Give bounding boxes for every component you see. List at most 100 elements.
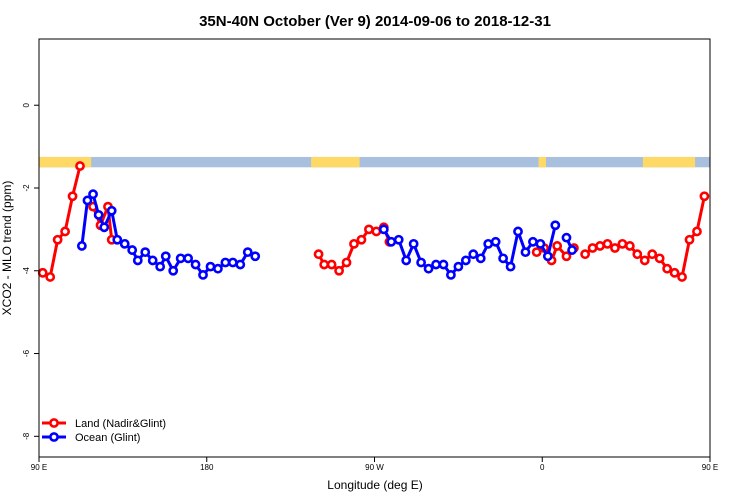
series-ocean-point [119,238,130,249]
axes: 90 E 180 90 W 0 90 E 0 -2 -4 -6 -8 [22,102,718,472]
series-land-point [602,238,613,249]
series-land-point [364,224,374,235]
x-tick-label: 90 E [702,463,718,472]
series-ocean-point [190,259,201,270]
series-ocean-point [227,257,238,268]
series-land-point [699,191,710,202]
series-ocean-point [213,263,223,274]
series-land-point [617,238,628,249]
series-land-point [595,241,605,251]
series-ocean-point [220,257,231,268]
series-ocean-point [99,222,110,233]
series-ocean-point [250,251,261,262]
series-ocean-point [76,241,87,251]
series-ocean-point [483,238,494,249]
series-ocean-point [423,263,434,274]
series-land-point [531,247,542,258]
series-ocean-point [198,270,208,280]
y-tick-label: -6 [22,349,31,357]
series-land-line [41,165,82,279]
series-land-point [326,259,337,270]
series-land-point [692,226,702,237]
series-land-point [37,267,48,278]
series-ocean-point [88,189,98,200]
legend-swatch-marker [49,418,59,428]
series-land-point [552,241,563,251]
data-series [37,161,710,282]
chart-title: 35N-40N October (Ver 9) 2014-09-06 to 20… [199,13,551,30]
series-ocean-point [498,253,509,264]
series-ocean-point [475,253,486,264]
strip-ocean [39,156,710,168]
series-ocean-point [183,253,194,264]
series-land-point [45,272,56,282]
series-ocean-point [242,247,253,258]
y-tick-label: -4 [22,267,31,275]
y-axis-label: XCO2 - MLO trend (ppm) [0,181,14,316]
series-ocean-point [513,226,523,237]
series-land-point [580,249,591,260]
series-ocean-point [520,247,531,258]
series-ocean-point [378,224,389,235]
strip-land [311,156,360,168]
series-land-point [60,226,70,237]
legend-label: Land (Nadir&Glint) [75,418,166,430]
series-ocean-point [567,245,577,255]
surface-type-strip [39,156,710,168]
series-land-point [52,234,63,245]
series-ocean-point [127,245,138,255]
y-tick-label: -2 [22,184,31,192]
x-tick-label: 180 [200,463,214,472]
series-ocean-point [175,253,186,264]
series-ocean-point [431,259,441,270]
series-land-point [662,263,673,274]
legend-label: Ocean (Glint) [75,432,140,444]
series-ocean-point [205,261,216,272]
series-ocean-point [561,232,572,243]
series-ocean-point [93,209,104,220]
series-land-point [75,161,85,171]
plot-frame [38,38,711,458]
series-ocean-point [140,247,151,258]
strip-land [642,156,696,168]
series-ocean-point [147,255,158,266]
series-land-point [67,191,78,202]
series-land-point [561,251,572,262]
series-ocean-point [542,251,553,262]
strip-land [39,156,92,168]
series-ocean-point [550,220,561,231]
series-land-point [624,241,635,251]
series-land-point [684,234,695,245]
series-land-point [669,267,680,278]
series-land-point [319,259,330,270]
series-ocean-point [168,265,179,276]
series-land-point [313,249,324,260]
y-tick-label: -8 [22,432,31,440]
series-ocean-point [535,238,546,249]
series-land-point [371,226,382,237]
series-ocean-point [82,195,93,206]
series-ocean-point [453,261,464,272]
series-ocean-point [468,249,479,260]
series-ocean-point [401,255,412,266]
series-land-point [639,255,650,266]
series-ocean [76,189,577,280]
series-ocean-point [446,270,456,280]
series-ocean-point [528,236,538,247]
series-ocean-point [160,251,171,262]
series-land-point [632,249,643,260]
series-ocean-point [460,255,471,266]
series-ocean-point [106,205,117,216]
series-ocean-point [235,259,246,270]
series-land-point [647,249,658,260]
series-ocean-point [438,259,449,270]
x-tick-label: 0 [540,463,545,472]
series-land-point [677,272,687,282]
series-ocean-point [155,261,166,272]
series-land-point [654,253,665,264]
series-ocean-point [386,236,397,247]
series-ocean-point [408,238,419,249]
series-ocean-point [132,255,143,266]
series-land-point [349,238,359,249]
